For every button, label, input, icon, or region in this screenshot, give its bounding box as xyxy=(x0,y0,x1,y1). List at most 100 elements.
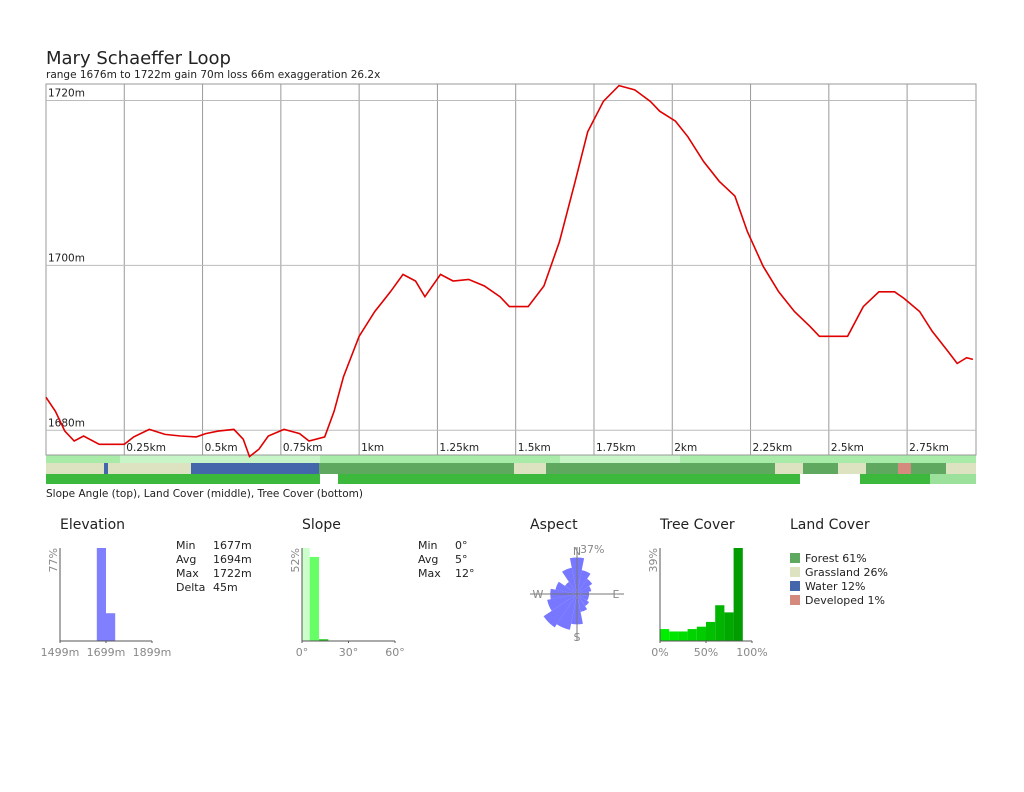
land-strip xyxy=(898,463,911,474)
panel-title: Aspect xyxy=(530,517,578,533)
stat-text: 1677m xyxy=(213,539,252,552)
stat-text: 1722m xyxy=(213,567,252,580)
aspect-wedge xyxy=(562,567,577,594)
x-tick-label: 0° xyxy=(296,646,309,659)
land-strip xyxy=(946,463,976,474)
x-tick-label: 1km xyxy=(361,442,384,454)
stat-text: Avg xyxy=(176,553,196,566)
histogram-bar xyxy=(706,621,716,641)
aspect-wedge xyxy=(577,594,589,601)
direction-label: S xyxy=(574,631,581,644)
slope-strip xyxy=(46,455,976,463)
stat-text: Min xyxy=(418,539,438,552)
aspect-wedge xyxy=(556,594,577,630)
strip-caption: Slope Angle (top), Land Cover (middle), … xyxy=(46,488,363,500)
x-tick-label: 1499m xyxy=(41,646,80,659)
direction-label: W xyxy=(533,588,544,601)
histogram-bar xyxy=(319,639,329,641)
land-strip xyxy=(46,463,976,474)
x-tick-label: 1899m xyxy=(133,646,172,659)
aspect-wedge xyxy=(564,581,577,594)
aspect-wedge xyxy=(547,594,577,611)
histogram-bar xyxy=(715,605,725,641)
histogram-bar xyxy=(302,548,310,641)
x-tick-label: 0.5km xyxy=(205,442,238,454)
x-tick-label: 2km xyxy=(674,442,697,454)
x-tick-label: 0.75km xyxy=(283,442,323,454)
histogram-bar xyxy=(669,631,679,641)
slope-strip xyxy=(120,455,320,463)
histogram-bar xyxy=(696,626,706,641)
x-tick-label: 100% xyxy=(736,646,767,659)
cover-strips xyxy=(46,455,976,484)
legend-label: Developed 1% xyxy=(805,594,885,607)
land-strip xyxy=(838,463,866,474)
panel-title: Slope xyxy=(302,517,341,533)
aspect-wedge xyxy=(577,594,588,612)
x-tick-label: 1.25km xyxy=(439,442,479,454)
legend-swatch xyxy=(790,581,800,591)
plot-frame xyxy=(45,83,977,456)
panel-title: Elevation xyxy=(60,517,125,533)
y-tick-label: 77% xyxy=(47,548,60,572)
x-tick-label: 2.25km xyxy=(753,442,793,454)
legend-label: Water 12% xyxy=(805,580,865,593)
stat-text: Avg xyxy=(418,553,438,566)
x-tick-label: 2.75km xyxy=(909,442,949,454)
direction-label: E xyxy=(613,588,620,601)
x-tick-label: 1.75km xyxy=(596,442,636,454)
x-tick-label: 2.5km xyxy=(831,442,864,454)
legend-label: Forest 61% xyxy=(805,552,867,565)
land-strip xyxy=(191,463,319,474)
x-tick-label: 0.25km xyxy=(126,442,166,454)
stat-text: 0° xyxy=(455,539,468,552)
panel-title: Tree Cover xyxy=(659,517,735,533)
histogram-bar xyxy=(309,556,320,641)
y-tick-label: 1680m xyxy=(48,417,85,429)
radius-label: 37% xyxy=(580,543,604,556)
y-tick-label: 52% xyxy=(289,548,302,572)
y-tick-label: 1720m xyxy=(48,87,85,99)
direction-label: N xyxy=(573,545,581,558)
legend-swatch xyxy=(790,553,800,563)
stat-text: Max xyxy=(418,567,441,580)
land-strip xyxy=(46,463,191,474)
legend-swatch xyxy=(790,595,800,605)
stat-text: Min xyxy=(176,539,196,552)
stat-text: 5° xyxy=(455,553,468,566)
tree-strip xyxy=(320,474,338,484)
land-strip xyxy=(104,463,108,474)
histogram-bar xyxy=(660,629,670,641)
stat-text: 1694m xyxy=(213,553,252,566)
x-tick-label: 50% xyxy=(694,646,718,659)
y-tick-label: 39% xyxy=(647,548,660,572)
aspect-wedge xyxy=(577,578,593,594)
x-tick-label: 30° xyxy=(339,646,359,659)
slope-strip xyxy=(560,455,680,463)
x-tick-label: 1699m xyxy=(87,646,126,659)
tree-strip xyxy=(46,474,976,484)
aspect-wedge xyxy=(577,585,592,594)
histogram-bar xyxy=(96,548,106,641)
histogram-bar xyxy=(687,629,697,641)
stat-text: 45m xyxy=(213,581,238,594)
histogram-bar xyxy=(724,612,734,641)
x-tick-label: 0% xyxy=(651,646,668,659)
chart-title: Mary Schaeffer Loop xyxy=(46,48,231,69)
aspect-wedge xyxy=(543,594,577,628)
stat-text: Max xyxy=(176,567,199,580)
y-tick-label: 1700m xyxy=(48,252,85,264)
aspect-wedge xyxy=(577,594,590,607)
chart-subtitle: range 1676m to 1722m gain 70m loss 66m e… xyxy=(46,69,380,81)
stat-text: Delta xyxy=(176,581,205,594)
elevation-line xyxy=(45,84,974,458)
histogram-bar xyxy=(733,548,743,641)
panel-title: Land Cover xyxy=(790,517,870,533)
aspect-wedge xyxy=(577,570,591,594)
histogram-bar xyxy=(106,613,116,641)
legend-swatch xyxy=(790,567,800,577)
legend-label: Grassland 26% xyxy=(805,566,888,579)
land-strip xyxy=(514,463,546,474)
x-tick-label: 1.5km xyxy=(518,442,551,454)
